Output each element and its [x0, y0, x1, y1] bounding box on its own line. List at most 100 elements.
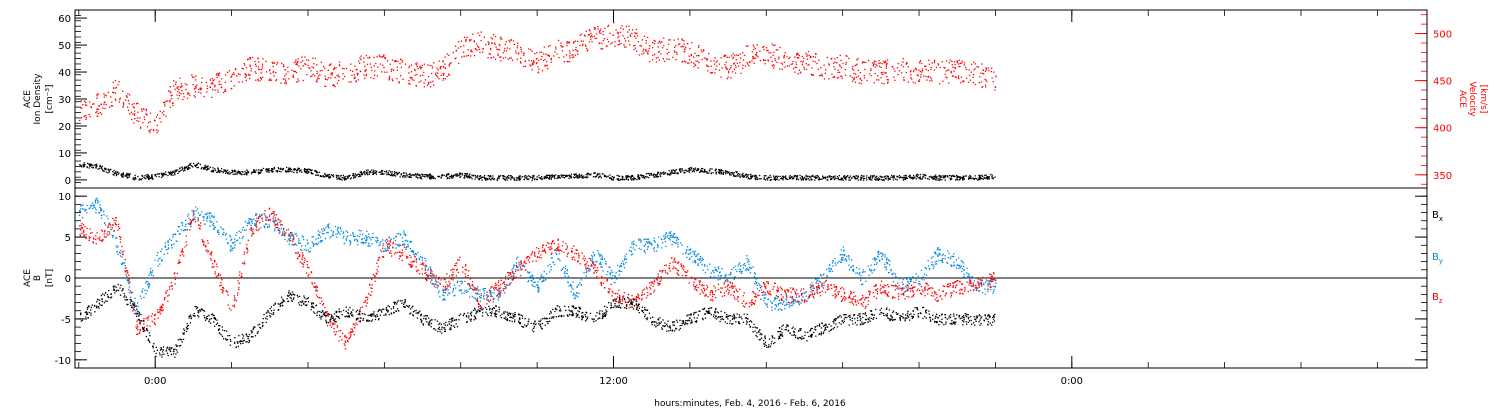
- by-point: [704, 271, 707, 274]
- density-point: [484, 178, 486, 180]
- velocity-point: [900, 64, 903, 66]
- by-point: [714, 276, 716, 278]
- by-point: [718, 277, 720, 279]
- by-point: [632, 244, 635, 246]
- velocity-point: [440, 65, 442, 68]
- velocity-point: [172, 104, 174, 107]
- density-point: [885, 177, 887, 179]
- density-point: [595, 176, 597, 178]
- velocity-point: [111, 101, 113, 103]
- by-point: [143, 296, 145, 299]
- density-point: [563, 177, 566, 179]
- velocity-point: [354, 65, 356, 67]
- velocity-point: [365, 73, 368, 76]
- velocity-point: [877, 75, 879, 77]
- density-point: [158, 173, 161, 175]
- by-point: [187, 223, 189, 225]
- by-point: [243, 229, 246, 231]
- density-point: [255, 169, 257, 171]
- by-point: [444, 287, 446, 289]
- by-point: [493, 292, 495, 294]
- density-point: [865, 177, 868, 179]
- density-point: [889, 177, 891, 180]
- velocity-point: [984, 78, 986, 81]
- density-point: [148, 178, 150, 181]
- velocity-point: [442, 66, 444, 68]
- velocity-point: [710, 72, 713, 74]
- density-point: [621, 177, 624, 179]
- density-point: [218, 170, 221, 172]
- density-point: [151, 178, 154, 180]
- by-point: [214, 226, 216, 228]
- velocity-point: [859, 77, 862, 80]
- y2-tick-label: 350: [1433, 171, 1452, 182]
- velocity-point: [249, 65, 251, 68]
- velocity-point: [410, 71, 413, 73]
- density-point: [430, 175, 432, 177]
- velocity-point: [479, 51, 481, 54]
- density-point: [496, 179, 498, 181]
- velocity-point: [981, 86, 984, 88]
- by-point: [443, 298, 445, 300]
- density-point: [416, 174, 418, 176]
- velocity-point: [797, 53, 799, 55]
- velocity-point: [206, 91, 208, 93]
- density-point: [187, 166, 190, 168]
- density-point: [239, 173, 242, 175]
- density-point: [630, 178, 632, 181]
- velocity-point: [224, 90, 226, 92]
- density-point: [101, 168, 103, 171]
- velocity-point: [868, 73, 871, 75]
- by-point: [524, 265, 526, 268]
- velocity-point: [332, 84, 334, 87]
- velocity-point: [737, 65, 740, 67]
- velocity-point: [974, 83, 976, 86]
- velocity-point: [302, 60, 304, 62]
- by-point: [313, 243, 315, 245]
- velocity-point: [683, 43, 685, 45]
- velocity-point: [928, 63, 930, 65]
- velocity-point: [187, 93, 189, 95]
- density-point: [679, 168, 681, 170]
- density-point: [801, 175, 803, 178]
- density-point: [328, 176, 330, 178]
- velocity-point: [136, 102, 138, 105]
- velocity-point: [698, 62, 700, 64]
- by-point: [283, 233, 285, 235]
- velocity-point: [83, 100, 86, 102]
- velocity-point: [416, 64, 418, 66]
- density-point: [172, 174, 174, 176]
- by-point: [251, 222, 253, 224]
- density-point: [234, 173, 236, 176]
- density-point: [830, 176, 832, 178]
- density-point: [773, 176, 775, 179]
- density-point: [834, 178, 836, 180]
- velocity-point: [494, 58, 497, 60]
- density-point: [609, 174, 611, 176]
- by-point: [624, 255, 626, 257]
- by-point: [489, 292, 491, 294]
- density-point: [95, 165, 97, 167]
- velocity-point: [218, 80, 220, 83]
- density-point: [893, 175, 895, 177]
- density-point: [329, 176, 331, 178]
- density-point: [125, 175, 127, 177]
- density-point: [681, 168, 683, 170]
- density-point: [441, 174, 444, 176]
- by-point: [225, 234, 227, 236]
- velocity-point: [102, 107, 104, 109]
- by-point: [80, 205, 82, 207]
- by-point: [397, 244, 399, 247]
- density-point: [612, 179, 615, 181]
- y-tick-label: 10: [58, 192, 71, 203]
- density-point: [543, 177, 545, 179]
- density-point: [242, 171, 244, 173]
- by-point: [692, 250, 694, 252]
- velocity-point: [629, 44, 631, 46]
- density-point: [188, 167, 190, 169]
- velocity-point: [610, 43, 612, 45]
- density-point: [92, 167, 94, 169]
- velocity-point: [965, 68, 967, 71]
- velocity-point: [309, 67, 311, 69]
- density-point: [490, 175, 492, 177]
